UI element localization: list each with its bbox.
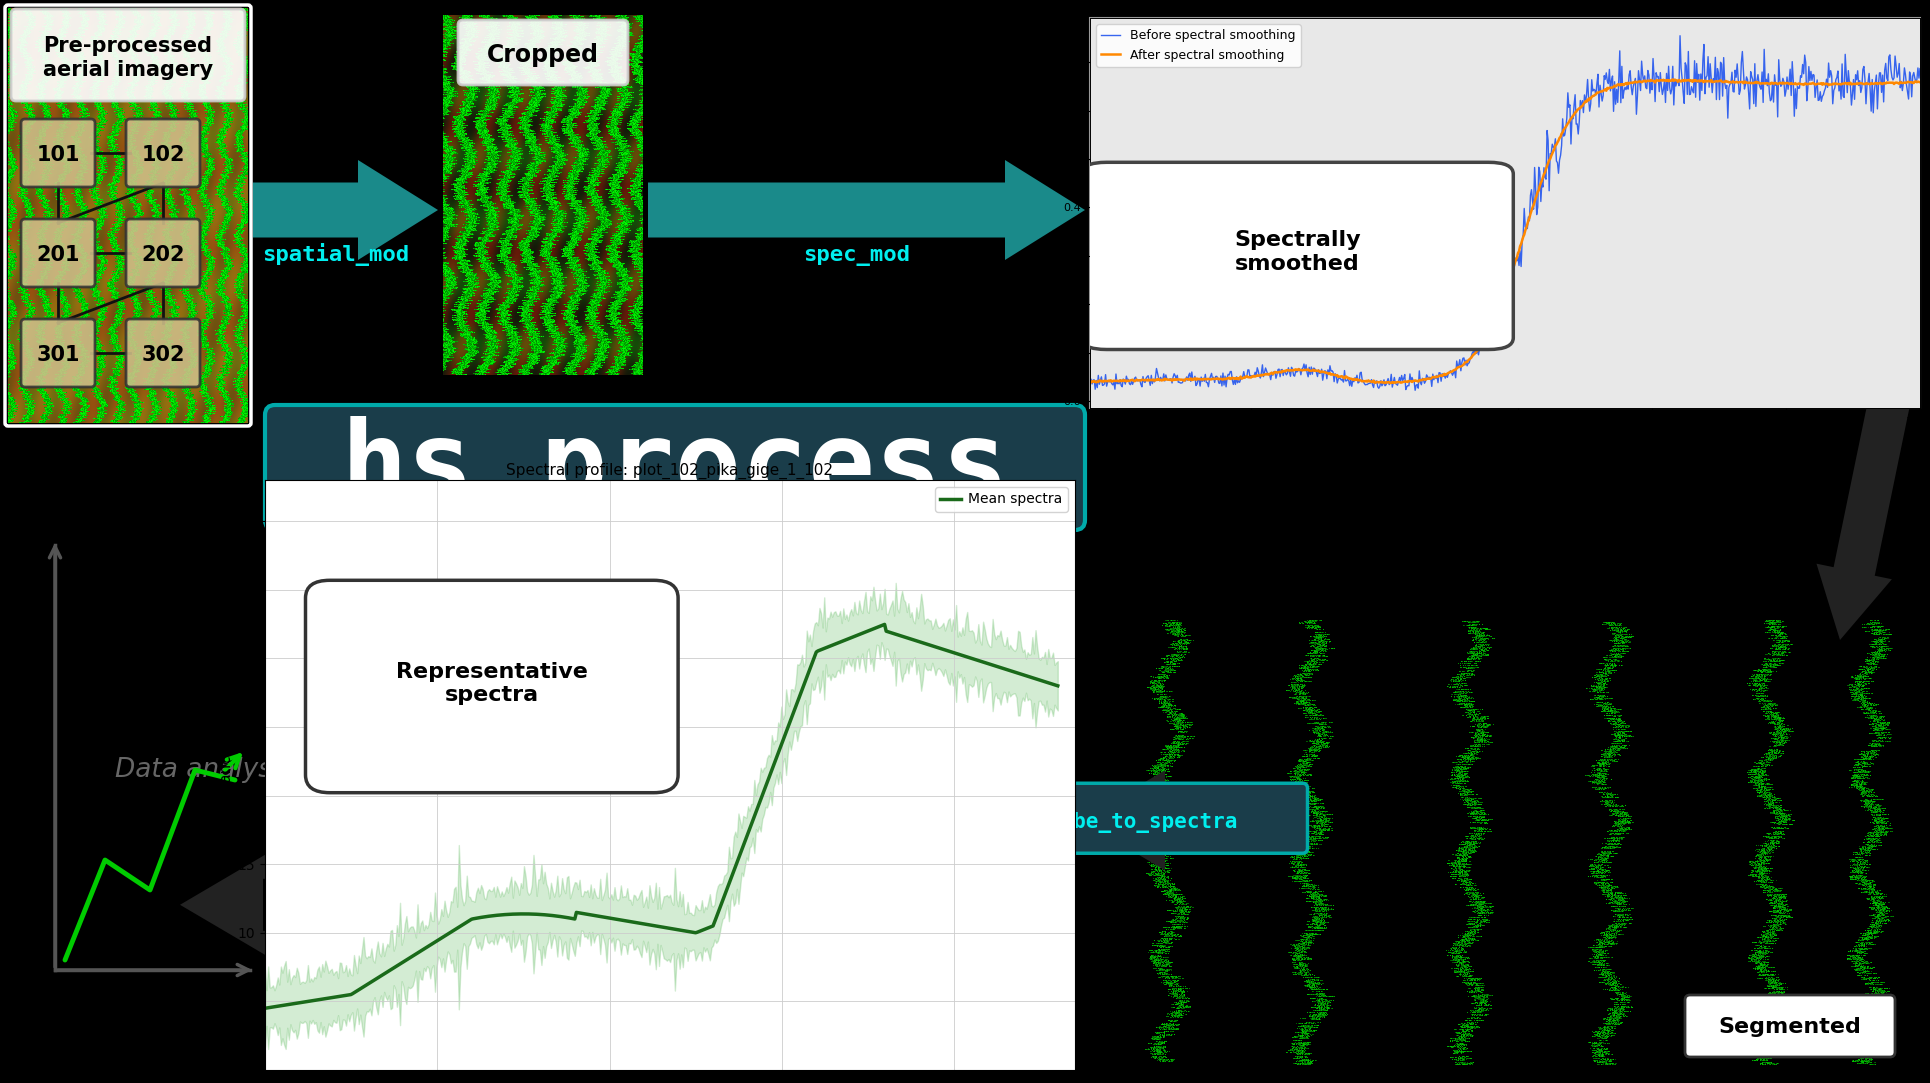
After spectral smoothing [1710,75,1733,88]
Text: 101: 101 [37,145,79,165]
Before spectral smoothing [1795,94,1818,107]
Text: Representative
spectra: Representative spectra [396,662,589,705]
FancyBboxPatch shape [1090,18,1920,408]
After spectral smoothing [1909,76,1930,89]
Text: Segmented: Segmented [1718,1017,1861,1038]
Text: spatial_mod: spatial_mod [262,244,409,266]
FancyBboxPatch shape [12,9,245,101]
Mean spectra [635,917,658,930]
Before spectral smoothing [1608,44,1631,57]
Mean spectra [683,926,706,939]
After spectral smoothing [1662,73,1685,86]
FancyBboxPatch shape [125,319,201,387]
Before spectral smoothing [1909,62,1930,75]
Mean spectra [1046,679,1069,692]
Line: Before spectral smoothing: Before spectral smoothing [1090,36,1920,390]
Mean spectra [905,635,928,648]
FancyBboxPatch shape [1685,995,1895,1057]
FancyBboxPatch shape [1081,162,1513,350]
Mean spectra [1029,674,1052,687]
Before spectral smoothing [1129,378,1152,391]
After spectral smoothing [1795,78,1818,91]
Text: 202: 202 [141,245,185,265]
FancyBboxPatch shape [264,405,1085,530]
FancyBboxPatch shape [305,580,677,793]
Legend: Before spectral smoothing, After spectral smoothing: Before spectral smoothing, After spectra… [1096,24,1301,66]
Y-axis label: Reflectance (%): Reflectance (%) [218,715,234,836]
Polygon shape [253,160,438,260]
Mean spectra [253,1002,276,1015]
FancyBboxPatch shape [21,119,95,187]
After spectral smoothing [1561,109,1585,122]
FancyBboxPatch shape [125,119,201,187]
Title: Spectral profile: plot_102_pika_gige_1_102: Spectral profile: plot_102_pika_gige_1_1… [506,462,834,479]
Text: cube_to_spectra: cube_to_spectra [1048,812,1237,833]
Before spectral smoothing [1561,113,1585,126]
After spectral smoothing [1608,79,1631,92]
FancyBboxPatch shape [977,783,1307,853]
Text: Cropped: Cropped [486,43,598,67]
After spectral smoothing [1378,377,1401,390]
FancyBboxPatch shape [457,19,627,84]
Text: spec_mod: spec_mod [803,245,911,265]
Text: Spectrally
smoothed: Spectrally smoothed [1233,231,1361,274]
Polygon shape [1816,394,1911,640]
Before spectral smoothing [1710,57,1733,70]
After spectral smoothing [1079,375,1102,388]
After spectral smoothing [1129,374,1152,387]
Text: Pre-processed
aerial imagery: Pre-processed aerial imagery [42,37,212,79]
FancyBboxPatch shape [125,219,201,287]
Text: 201: 201 [37,245,79,265]
FancyBboxPatch shape [21,219,95,287]
Polygon shape [648,160,1085,260]
Text: Data analysis: Data analysis [116,757,293,783]
Text: hs_process: hs_process [340,416,1009,525]
Mean spectra [872,618,896,631]
Mean spectra [629,917,652,930]
Polygon shape [179,854,264,955]
Text: 301: 301 [37,345,79,365]
Line: Mean spectra: Mean spectra [264,625,1058,1008]
Before spectral smoothing [1583,83,1606,96]
Before spectral smoothing [1668,29,1691,42]
Text: 102: 102 [141,145,185,165]
Before spectral smoothing [1403,383,1426,396]
After spectral smoothing [1583,89,1606,102]
Polygon shape [1081,770,1166,871]
Mean spectra [726,857,749,870]
FancyBboxPatch shape [21,319,95,387]
Before spectral smoothing [1079,375,1102,388]
Text: 302: 302 [141,345,185,365]
Legend: Mean spectra: Mean spectra [934,487,1067,512]
Line: After spectral smoothing: After spectral smoothing [1090,79,1920,383]
